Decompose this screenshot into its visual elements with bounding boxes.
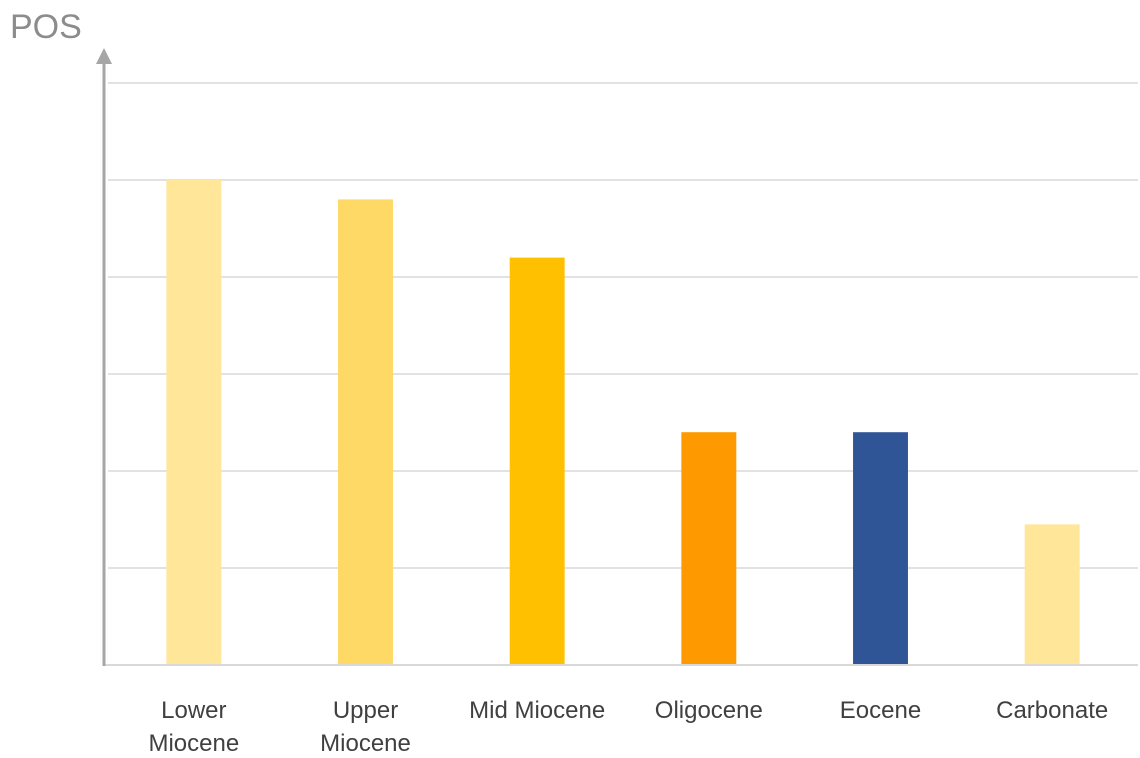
bars xyxy=(166,180,1080,665)
bar-2 xyxy=(338,199,393,665)
x-tick-label-2: Upper Miocene xyxy=(320,697,411,757)
bar-4 xyxy=(681,432,737,665)
x-tick-label-6: Carbonate xyxy=(996,697,1108,724)
x-tick-label-1: Lower Miocene xyxy=(148,697,239,757)
bar-6 xyxy=(1024,524,1080,665)
bar-1 xyxy=(166,180,222,665)
y-axis-label: POS xyxy=(10,8,82,46)
x-tick-label-5: Eocene xyxy=(840,697,921,724)
x-tick-labels: Lower Miocene Upper Miocene Mid Miocene Oligo… xyxy=(148,697,1108,757)
y-axis-arrowhead xyxy=(96,48,112,64)
x-tick-label-3: Mid Miocene xyxy=(469,697,605,724)
bar-3 xyxy=(509,257,565,665)
x-tick-label-4: Oligocene xyxy=(655,697,763,724)
bar-5 xyxy=(853,432,908,665)
gridlines xyxy=(108,82,1138,569)
